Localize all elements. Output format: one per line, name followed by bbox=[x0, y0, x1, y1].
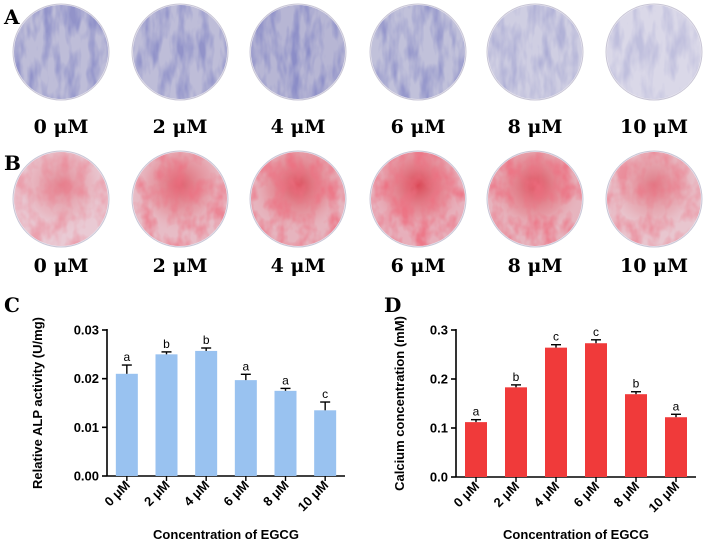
panel-letter-a: A bbox=[3, 5, 20, 29]
bar bbox=[234, 380, 257, 476]
bar bbox=[505, 387, 527, 477]
x-axis-title: Concentration of EGCG bbox=[503, 527, 649, 542]
well-b-3 bbox=[369, 150, 467, 248]
significance-letter: a bbox=[473, 405, 480, 419]
well-label: 10 μM bbox=[620, 255, 688, 277]
well-b-5 bbox=[605, 150, 703, 248]
significance-letter: c bbox=[593, 325, 599, 339]
alizarin-staining-row: 0 μM 2 μM 4 μM 6 μM 8 μM 10 μM bbox=[12, 150, 703, 277]
y-tick-label: 0.3 bbox=[430, 323, 448, 338]
panel-letter-c: C bbox=[4, 293, 20, 317]
bar bbox=[314, 410, 337, 476]
significance-letter: c bbox=[553, 330, 559, 344]
bar bbox=[545, 347, 567, 477]
well-label: 4 μM bbox=[271, 116, 326, 138]
well-a-1 bbox=[131, 3, 229, 101]
x-tick-label: 0 μM bbox=[451, 479, 483, 511]
x-tick-label: 10 μM bbox=[645, 479, 682, 516]
well-b-1 bbox=[131, 150, 229, 248]
well-a-2 bbox=[249, 3, 347, 101]
well-label: 2 μM bbox=[153, 116, 208, 138]
well-label: 8 μM bbox=[508, 255, 563, 277]
bar bbox=[195, 350, 218, 476]
significance-letter: a bbox=[242, 359, 249, 373]
well-a-5 bbox=[605, 3, 703, 101]
y-tick-label: 0.02 bbox=[74, 371, 99, 386]
well-label: 4 μM bbox=[271, 255, 326, 277]
chart-alp-activity: C 0.00 0.01 0.02 0.03 Relative ALP activity (… bbox=[4, 293, 345, 542]
y-tick-label: 0.00 bbox=[74, 469, 99, 484]
significance-letter: b bbox=[203, 333, 210, 347]
x-tick-label: 6 μM bbox=[571, 479, 603, 511]
x-tick-label: 4 μM bbox=[181, 478, 213, 510]
bar bbox=[665, 417, 687, 477]
bar bbox=[274, 390, 297, 476]
x-tick-label: 2 μM bbox=[141, 478, 173, 510]
panel-letter-b: B bbox=[4, 151, 21, 175]
panel-letter-d: D bbox=[384, 293, 401, 317]
significance-letter: c bbox=[322, 387, 328, 401]
well-a-3 bbox=[369, 3, 467, 101]
bar bbox=[115, 373, 138, 476]
well-label: 8 μM bbox=[508, 116, 563, 138]
significance-letter: a bbox=[123, 350, 130, 364]
bar bbox=[585, 343, 607, 477]
well-b-2 bbox=[249, 150, 347, 248]
bar bbox=[625, 394, 647, 477]
well-label: 0 μM bbox=[34, 255, 89, 277]
significance-letter: a bbox=[673, 399, 680, 413]
x-tick-label: 8 μM bbox=[611, 479, 643, 511]
x-axis-title: Concentration of EGCG bbox=[153, 527, 299, 542]
well-a-4 bbox=[486, 3, 584, 101]
well-label: 10 μM bbox=[620, 116, 688, 138]
significance-letter: b bbox=[163, 337, 170, 351]
significance-letter: b bbox=[633, 377, 640, 391]
well-label: 6 μM bbox=[391, 116, 446, 138]
x-tick-label: 0 μM bbox=[101, 478, 133, 510]
x-tick-label: 8 μM bbox=[260, 478, 292, 510]
y-tick-label: 0.2 bbox=[430, 372, 448, 387]
alp-staining-row: 0 μM 2 μM 4 μM 6 μM 8 μM 10 μM bbox=[12, 3, 703, 138]
bar bbox=[465, 422, 487, 477]
chart-calcium-concentration: D 0.0 0.1 0.2 0.3 Calcium concentration (mM) a… bbox=[384, 293, 696, 542]
y-axis-title: Relative ALP activity (U/mg) bbox=[30, 317, 45, 489]
y-tick-label: 0.0 bbox=[430, 470, 448, 485]
y-tick-label: 0.1 bbox=[430, 421, 448, 436]
x-tick-label: 10 μM bbox=[295, 478, 332, 515]
y-axis-title: Calcium concentration (mM) bbox=[392, 316, 407, 491]
well-b-4 bbox=[486, 150, 584, 248]
x-tick-label: 4 μM bbox=[531, 479, 563, 511]
x-tick-label: 6 μM bbox=[220, 478, 252, 510]
significance-letter: b bbox=[513, 370, 520, 384]
well-label: 2 μM bbox=[153, 255, 208, 277]
y-tick-label: 0.01 bbox=[74, 420, 99, 435]
well-a-0 bbox=[12, 3, 110, 101]
well-b-0 bbox=[12, 150, 110, 248]
significance-letter: a bbox=[282, 373, 289, 387]
bar bbox=[155, 354, 178, 476]
well-label: 6 μM bbox=[391, 255, 446, 277]
y-tick-label: 0.03 bbox=[74, 323, 99, 338]
x-tick-label: 2 μM bbox=[491, 479, 523, 511]
well-label: 0 μM bbox=[34, 116, 89, 138]
